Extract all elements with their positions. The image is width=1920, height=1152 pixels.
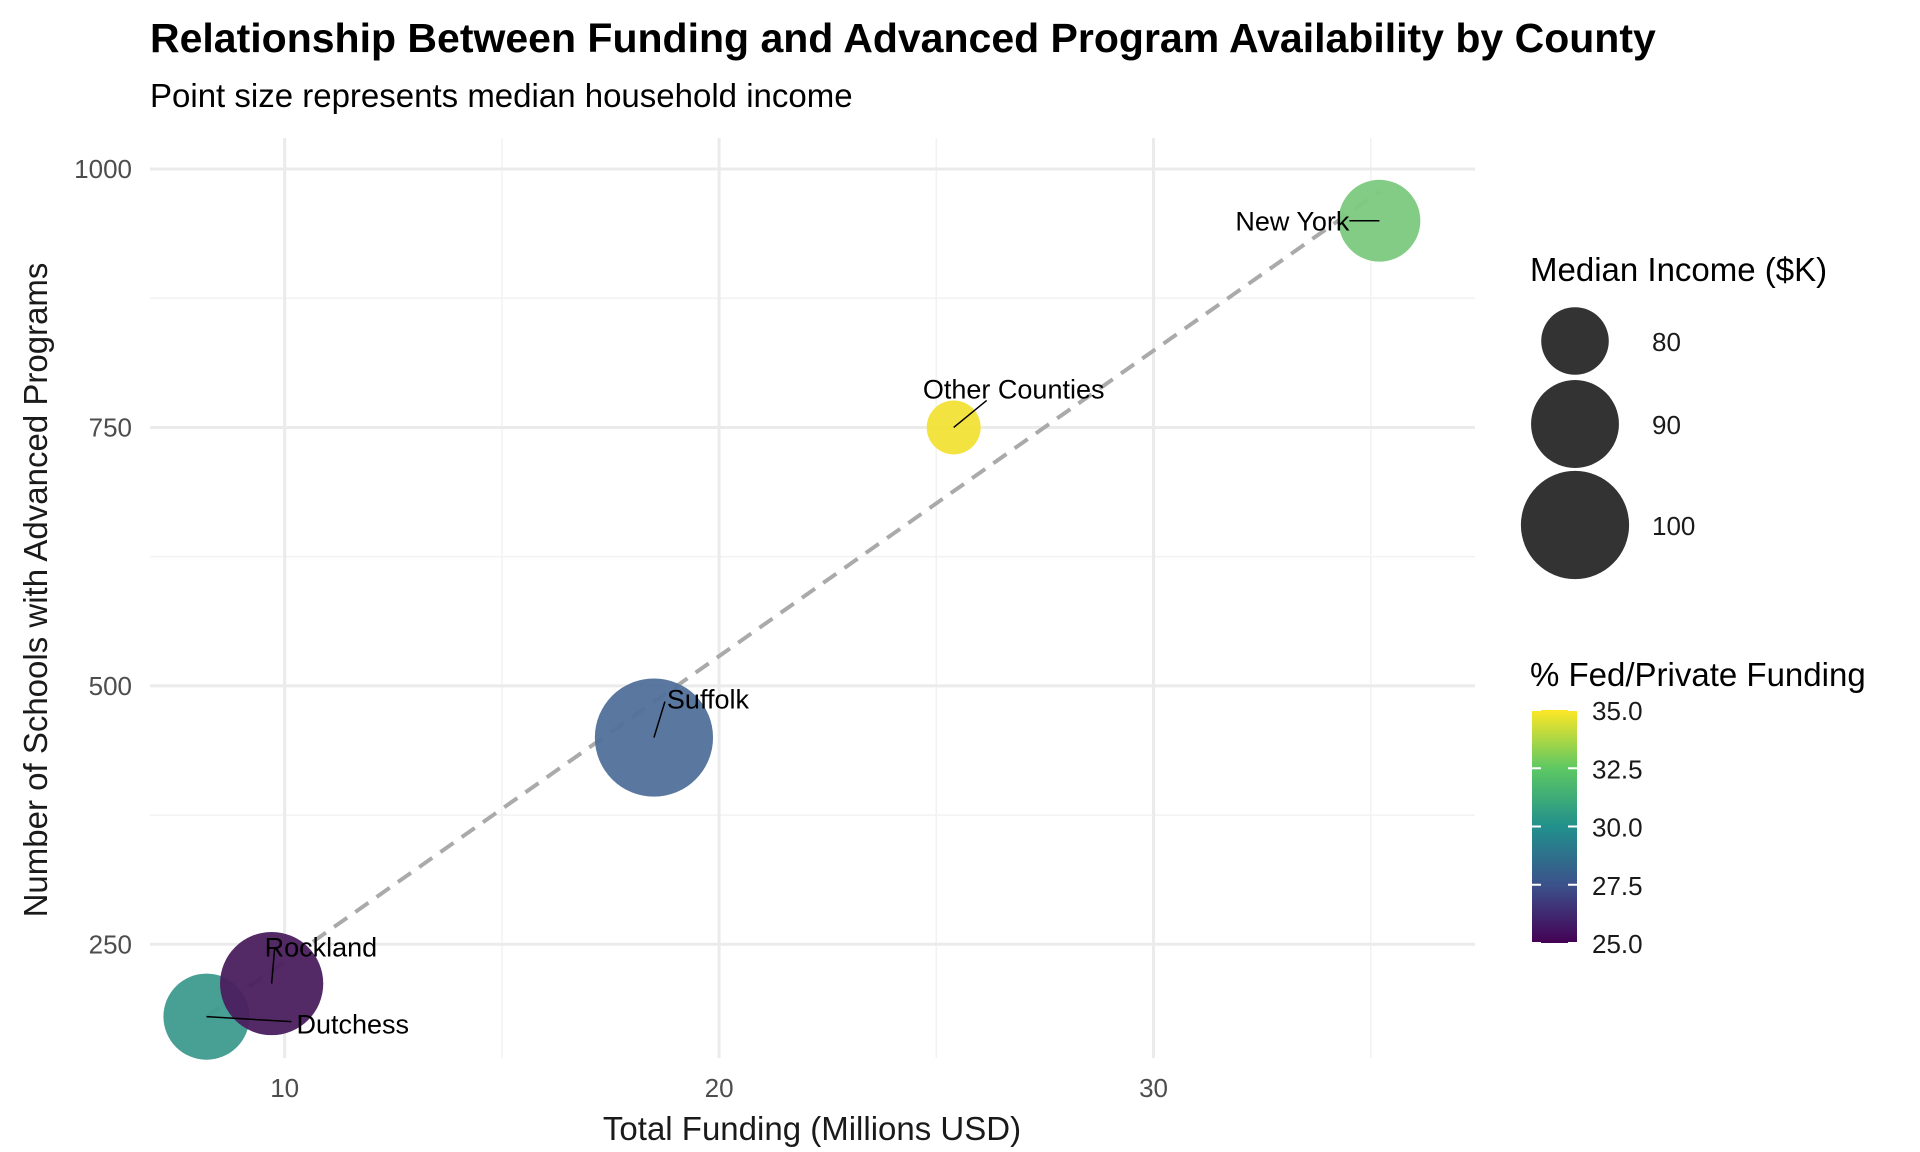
size-legend-circle [1541, 307, 1609, 375]
color-legend-label: 32.5 [1592, 754, 1643, 784]
grid-major [150, 138, 1475, 1058]
size-legend-circle [1531, 380, 1619, 468]
leader-line-rockland [270, 948, 276, 984]
point-label-dutchess: Dutchess [296, 1010, 409, 1040]
data-points [163, 179, 1421, 1060]
color-legend-label: 30.0 [1592, 813, 1643, 843]
label-leader-lines [206, 219, 1380, 1023]
color-legend: % Fed/Private Funding 25.0 27.5 30.0 32.5 35… [1530, 656, 1866, 959]
size-legend-items: 80 90 100 [1520, 307, 1695, 580]
point-label-suffolk: Suffolk [667, 685, 750, 715]
chart-title: Relationship Between Funding and Advance… [150, 15, 1656, 61]
y-tick-label: 250 [89, 929, 132, 959]
x-tick-label: 10 [270, 1073, 299, 1103]
size-legend-title: Median Income ($K) [1530, 251, 1827, 288]
x-axis-title: Total Funding (Millions USD) [603, 1110, 1021, 1147]
leader-line-suffolk [653, 701, 666, 738]
color-legend-label: 35.0 [1592, 696, 1643, 726]
color-legend-title: % Fed/Private Funding [1530, 656, 1866, 693]
x-tick-label: 20 [705, 1073, 734, 1103]
point-label-rockland: Rockland [265, 933, 378, 963]
y-axis-title: Number of Schools with Advanced Programs [17, 263, 54, 918]
point-labels: Dutchess Rockland Suffolk Other Counties New… [265, 207, 1350, 1040]
leader-line-other-counties [953, 399, 988, 429]
size-legend-label: 100 [1652, 511, 1695, 541]
size-legend-label: 90 [1652, 410, 1681, 440]
color-legend-ticks: 25.0 27.5 30.0 32.5 35.0 [1532, 696, 1643, 959]
y-tick-label: 1000 [74, 154, 132, 184]
y-axis-ticks: 250 500 750 1000 [74, 154, 132, 959]
size-legend-label: 80 [1652, 327, 1681, 357]
size-legend: Median Income ($K) 80 90 100 [1520, 251, 1827, 580]
x-axis-ticks: 10 20 30 [270, 1073, 1168, 1103]
y-tick-label: 500 [89, 671, 132, 701]
data-point-rockland [220, 931, 324, 1036]
y-tick-label: 750 [89, 412, 132, 442]
point-label-other-counties: Other Counties [923, 374, 1105, 404]
size-legend-circle [1520, 470, 1630, 580]
point-label-new-york: New York [1235, 207, 1350, 237]
leader-line-dutchess [206, 1015, 292, 1023]
chart-subtitle: Point size represents median household i… [150, 77, 853, 114]
color-legend-label: 25.0 [1592, 929, 1643, 959]
trend-line [205, 190, 1381, 1019]
color-legend-label: 27.5 [1592, 871, 1643, 901]
x-tick-label: 30 [1139, 1073, 1168, 1103]
grid-minor [150, 138, 1475, 1058]
